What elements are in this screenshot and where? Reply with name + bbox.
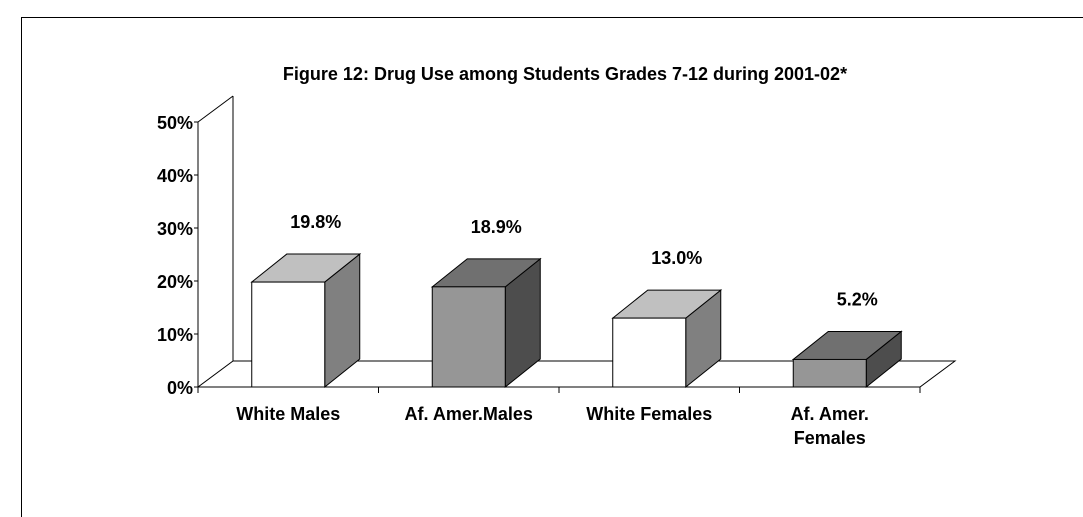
- bars: [250, 253, 903, 389]
- y-tick-label: 0%: [167, 378, 193, 398]
- bar-front: [431, 286, 506, 388]
- bar: [430, 257, 542, 389]
- bar: [250, 253, 362, 389]
- category-label: Af. Amer.Males: [405, 404, 533, 424]
- category-label: Af. Amer.: [791, 404, 869, 424]
- labels: 0% 10% 20% 30% 40% 50% 19.8% White Males 18.9% Af…: [157, 113, 878, 448]
- y-tick-label: 20%: [157, 272, 193, 292]
- category-label: White Males: [236, 404, 340, 424]
- data-label: 19.8%: [290, 212, 341, 232]
- data-label: 18.9%: [471, 217, 522, 237]
- y-tick-label: 10%: [157, 325, 193, 345]
- bar: [791, 330, 903, 389]
- data-label: 5.2%: [837, 289, 878, 309]
- category-label: Females: [794, 428, 866, 448]
- y-tick-label: 50%: [157, 113, 193, 133]
- y-tick-label: 40%: [157, 166, 193, 186]
- chart-frame: [21, 17, 1083, 517]
- bar-front: [792, 358, 867, 388]
- wall-top-edge: [197, 95, 234, 123]
- bar: [611, 289, 723, 389]
- chart-title: Figure 12: Drug Use among Students Grade…: [283, 64, 847, 84]
- y-tick-label: 30%: [157, 219, 193, 239]
- bar-front: [612, 317, 687, 388]
- bar-front: [251, 281, 326, 388]
- category-label: White Females: [586, 404, 712, 424]
- data-label: 13.0%: [651, 248, 702, 268]
